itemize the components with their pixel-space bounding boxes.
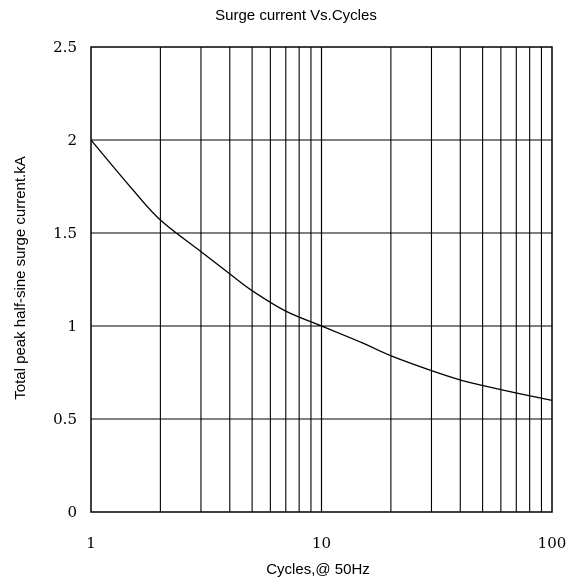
- y-tick-label: 1: [67, 317, 77, 335]
- series-line: [90, 139, 553, 402]
- x-axis-label: Cycles,@ 50Hz: [266, 561, 370, 578]
- y-tick-label: 0: [67, 503, 77, 521]
- y-tick-label: 0.5: [53, 410, 77, 428]
- x-tick-label: 1: [86, 534, 96, 552]
- y-tick-label: 2.5: [53, 38, 77, 56]
- vertical-gridlines: [159, 47, 543, 512]
- y-tick-labels: 0 0.5 1 1.5 2 2.5: [53, 38, 77, 521]
- y-tick-label: 1.5: [53, 224, 77, 242]
- plot-frame: [90, 46, 553, 513]
- y-axis-label: Total peak half-sine surge current.kA: [12, 156, 29, 399]
- x-tick-label: 100: [538, 534, 566, 552]
- chart-title: Surge current Vs.Cycles: [215, 7, 377, 24]
- y-tick-label: 2: [67, 131, 77, 149]
- x-tick-labels: 1 10 100: [86, 534, 566, 552]
- x-tick-label: 10: [312, 534, 331, 552]
